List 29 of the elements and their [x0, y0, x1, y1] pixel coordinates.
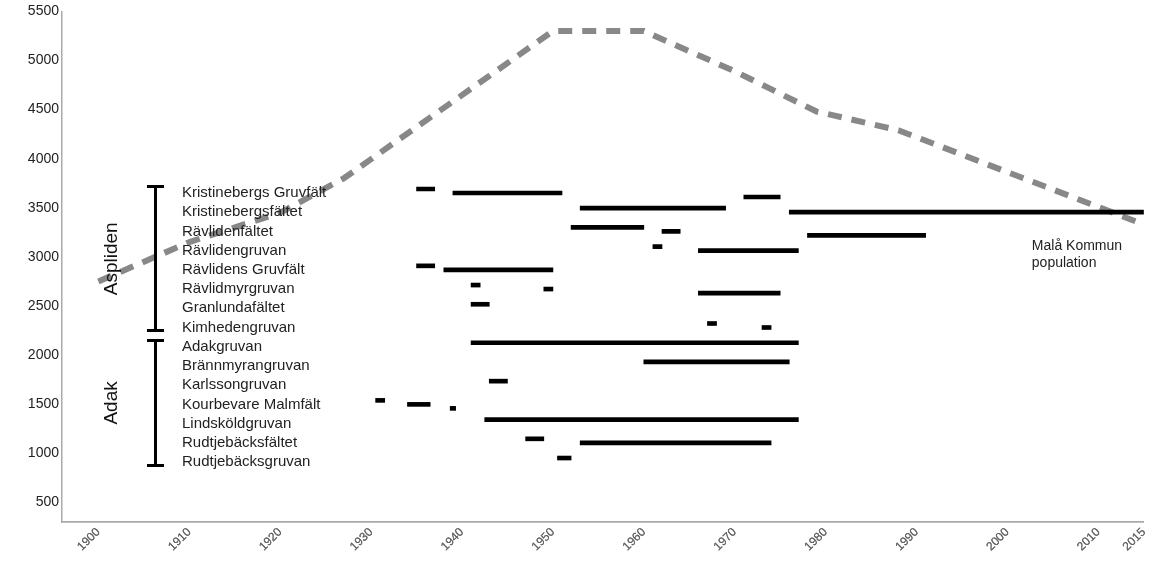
y-tick-label: Karlssongruvan	[182, 375, 287, 393]
annotation: Aspliden	[100, 222, 122, 296]
y-tick-label: Rävlidengruvan	[182, 240, 287, 258]
y-tick-label: 1000	[27, 444, 60, 461]
y-tick-label: 1500	[27, 395, 60, 412]
y-tick-label: Adakgruvan	[182, 336, 263, 354]
y-tick-label: Rävlidenfältet	[182, 221, 274, 239]
y-tick-label: 4000	[27, 149, 60, 166]
y-tick-label: 2000	[27, 345, 60, 362]
y-tick-label: Brännmyrangruvan	[182, 356, 310, 374]
y-tick-label: 3500	[27, 198, 60, 215]
y-tick-label: 2500	[27, 296, 60, 313]
y-tick-label: Lindsköldgruvan	[182, 413, 292, 431]
y-tick-label: Kristinebergs Gruvfält	[182, 183, 328, 201]
y-tick-label: Rävlidens Gruvfält	[182, 259, 306, 277]
annotation: Adak	[100, 380, 122, 425]
y-tick-label: 5500	[27, 2, 60, 19]
y-tick-label: 3000	[27, 247, 60, 264]
y-tick-label: Rävlidmyrgruvan	[182, 279, 295, 297]
y-tick-label: 500	[35, 493, 60, 510]
y-tick-label: 5000	[27, 51, 60, 68]
y-tick-label: Rudtjebäcksgruvan	[182, 452, 311, 470]
y-tick-label: Granlundafältet	[182, 298, 286, 316]
y-tick-label: 4500	[27, 100, 60, 117]
y-tick-label: Kristinebergsfältet	[182, 202, 303, 220]
y-tick-label: Rudtjebäcksfältet	[182, 432, 298, 450]
series-label: Malå Kommun population	[1031, 237, 1123, 271]
y-tick-label: Kimhedengruvan	[182, 317, 296, 335]
y-tick-label: Kourbevare Malmfält	[182, 394, 322, 412]
